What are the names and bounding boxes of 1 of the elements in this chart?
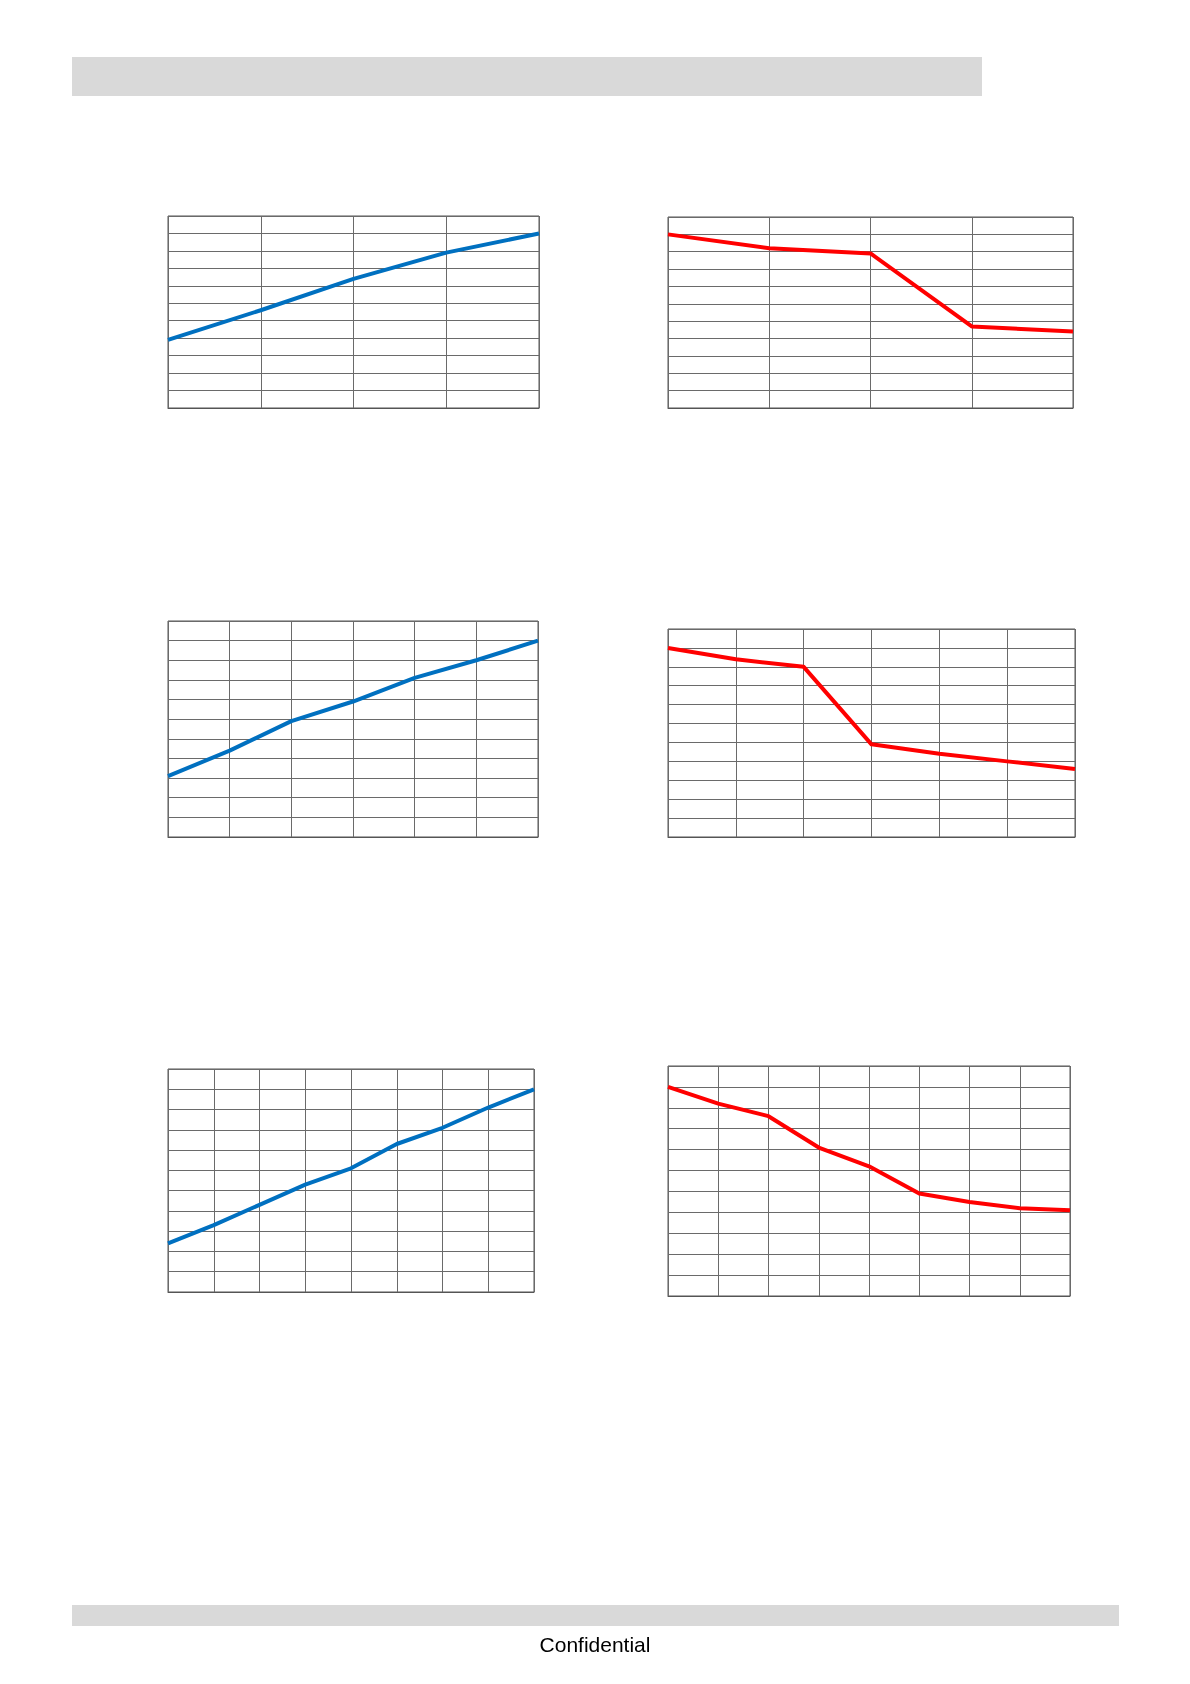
- text: Confidential: [539, 1633, 651, 1656]
